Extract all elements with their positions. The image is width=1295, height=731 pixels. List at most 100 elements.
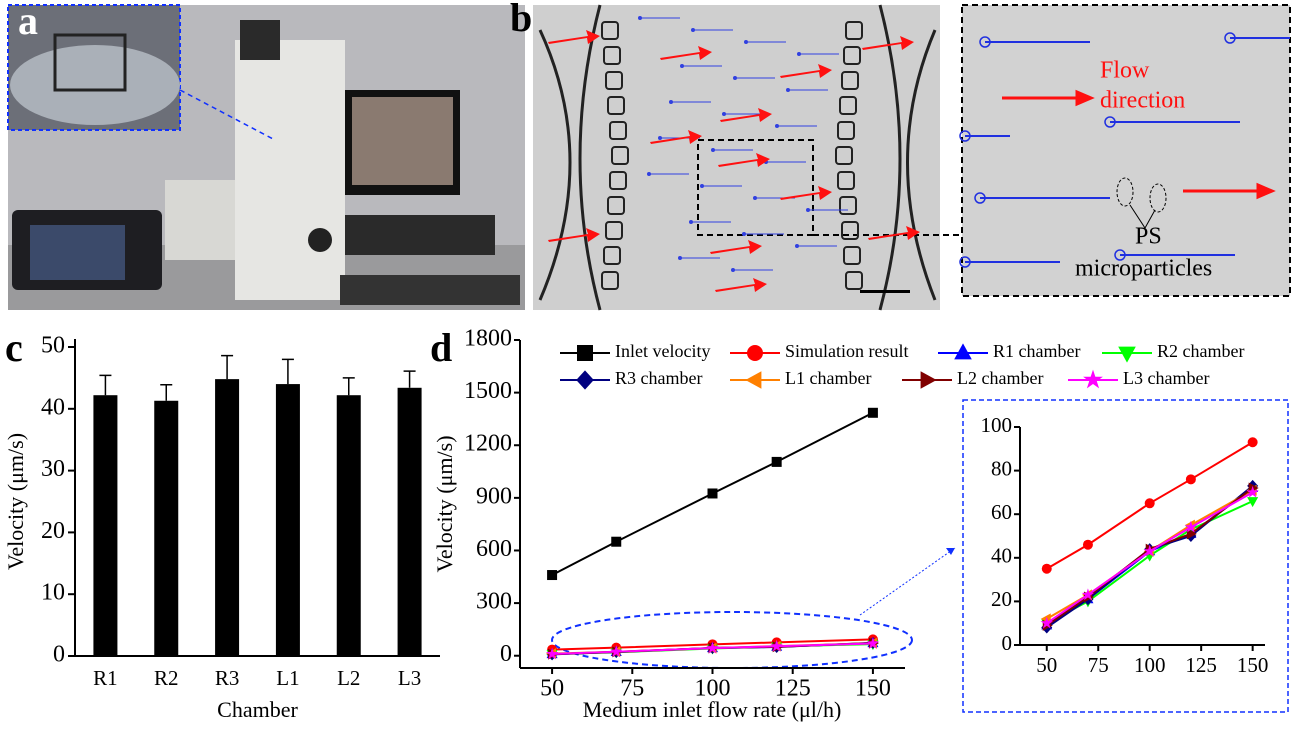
- camera: [240, 20, 280, 60]
- error-bar: [221, 356, 233, 379]
- annotation: direction: [1100, 88, 1185, 114]
- arrowhead: [946, 548, 955, 555]
- marker: [747, 345, 763, 361]
- y-tick-label: 900: [476, 483, 512, 509]
- marker: [1186, 474, 1196, 484]
- particle: [733, 76, 737, 80]
- x-tick-label: 150: [855, 676, 891, 702]
- y-tick-label: 1200: [464, 431, 512, 457]
- x-tick-label: 75: [1088, 653, 1109, 677]
- y-tick-label: 0: [500, 641, 512, 667]
- y-tick-label: 1500: [464, 378, 512, 404]
- x-axis-title: Chamber: [217, 697, 298, 722]
- marker: [954, 343, 972, 359]
- bar: [337, 395, 361, 656]
- y-tick-label: 20: [991, 587, 1012, 611]
- bar: [215, 379, 239, 656]
- x-tick-label: R2: [154, 666, 179, 690]
- marker: [1042, 564, 1052, 574]
- y-tick-label: 300: [476, 589, 512, 615]
- x-tick-label: 50: [1036, 653, 1057, 677]
- controller: [165, 180, 245, 260]
- marker: [772, 457, 782, 467]
- page: {"panels": { "a": {"label": "a"}, "b": {…: [0, 0, 1295, 731]
- y-tick-label: 40: [991, 544, 1012, 568]
- computer: [345, 215, 495, 255]
- bar: [93, 395, 117, 656]
- particle: [658, 136, 662, 140]
- y-tick-label: 100: [981, 413, 1013, 437]
- zoom-connector: [860, 548, 955, 615]
- scale-bar: [860, 290, 910, 293]
- particle: [691, 28, 695, 32]
- particle: [722, 112, 726, 116]
- particle: [678, 256, 682, 260]
- particle: [795, 244, 799, 248]
- particle: [731, 268, 735, 272]
- marker: [1145, 498, 1155, 508]
- marker: [547, 570, 557, 580]
- error-bar: [99, 375, 111, 395]
- legend-label: R3 chamber: [615, 368, 702, 388]
- particle: [786, 88, 790, 92]
- x-tick-label: R3: [215, 666, 240, 690]
- particle: [669, 100, 673, 104]
- y-tick-label: 60: [991, 500, 1012, 524]
- annotation: microparticles: [1075, 256, 1212, 282]
- y-tick-label: 30: [41, 456, 65, 482]
- particle: [797, 52, 801, 56]
- x-tick-label: L3: [398, 666, 421, 690]
- marker: [868, 408, 878, 418]
- annotation: Flow: [1100, 58, 1150, 84]
- chip-dish: [10, 45, 180, 125]
- marker: [611, 537, 621, 547]
- marker: [921, 371, 937, 389]
- y-tick-label: 20: [41, 518, 65, 544]
- x-axis-title: Medium inlet flow rate (μl/h): [583, 697, 842, 722]
- photo-a: a: [8, 0, 525, 310]
- y-tick-label: 10: [41, 580, 65, 606]
- particle: [742, 232, 746, 236]
- legend-label: Simulation result: [785, 341, 909, 361]
- marker: [708, 488, 718, 498]
- panel-label: a: [18, 0, 38, 43]
- annotation: PS: [1135, 224, 1162, 250]
- marker: [576, 370, 594, 389]
- legend-label: Inlet velocity: [615, 341, 710, 361]
- panel-label: c: [5, 325, 23, 370]
- x-tick-label: 125: [1185, 653, 1217, 677]
- x-tick-label: L2: [337, 666, 360, 690]
- legend-label: R2 chamber: [1157, 341, 1244, 361]
- bar: [276, 384, 300, 656]
- error-bar: [404, 371, 416, 388]
- y-tick-label: 0: [1002, 631, 1013, 655]
- y-tick-label: 80: [991, 456, 1012, 480]
- bar: [398, 388, 422, 656]
- particle: [638, 16, 642, 20]
- error-bar: [282, 359, 294, 384]
- pump-screen: [30, 225, 125, 280]
- y-tick-label: 0: [53, 642, 65, 668]
- y-tick-label: 40: [41, 394, 65, 420]
- particle: [647, 172, 651, 176]
- y-axis-title: Velocity (μm/s): [3, 433, 28, 570]
- particle: [689, 220, 693, 224]
- marker: [1083, 540, 1093, 550]
- x-tick-label: R1: [93, 666, 118, 690]
- legend-label: L3 chamber: [1123, 368, 1209, 388]
- y-tick-label: 1800: [464, 326, 512, 352]
- x-tick-label: 50: [540, 676, 564, 702]
- particle: [744, 40, 748, 44]
- particle: [753, 196, 757, 200]
- x-tick-label: 100: [1134, 653, 1166, 677]
- x-tick-label: 150: [1237, 653, 1269, 677]
- photo-b: b Flow direction PS microparticles: [510, 0, 1290, 310]
- particle: [806, 208, 810, 212]
- error-bar: [343, 378, 355, 395]
- y-tick-label: 50: [41, 333, 65, 359]
- particle: [700, 184, 704, 188]
- keyboard: [340, 275, 520, 305]
- y-tick-label: 600: [476, 536, 512, 562]
- legend-label: R1 chamber: [993, 341, 1080, 361]
- micrograph: [533, 5, 940, 310]
